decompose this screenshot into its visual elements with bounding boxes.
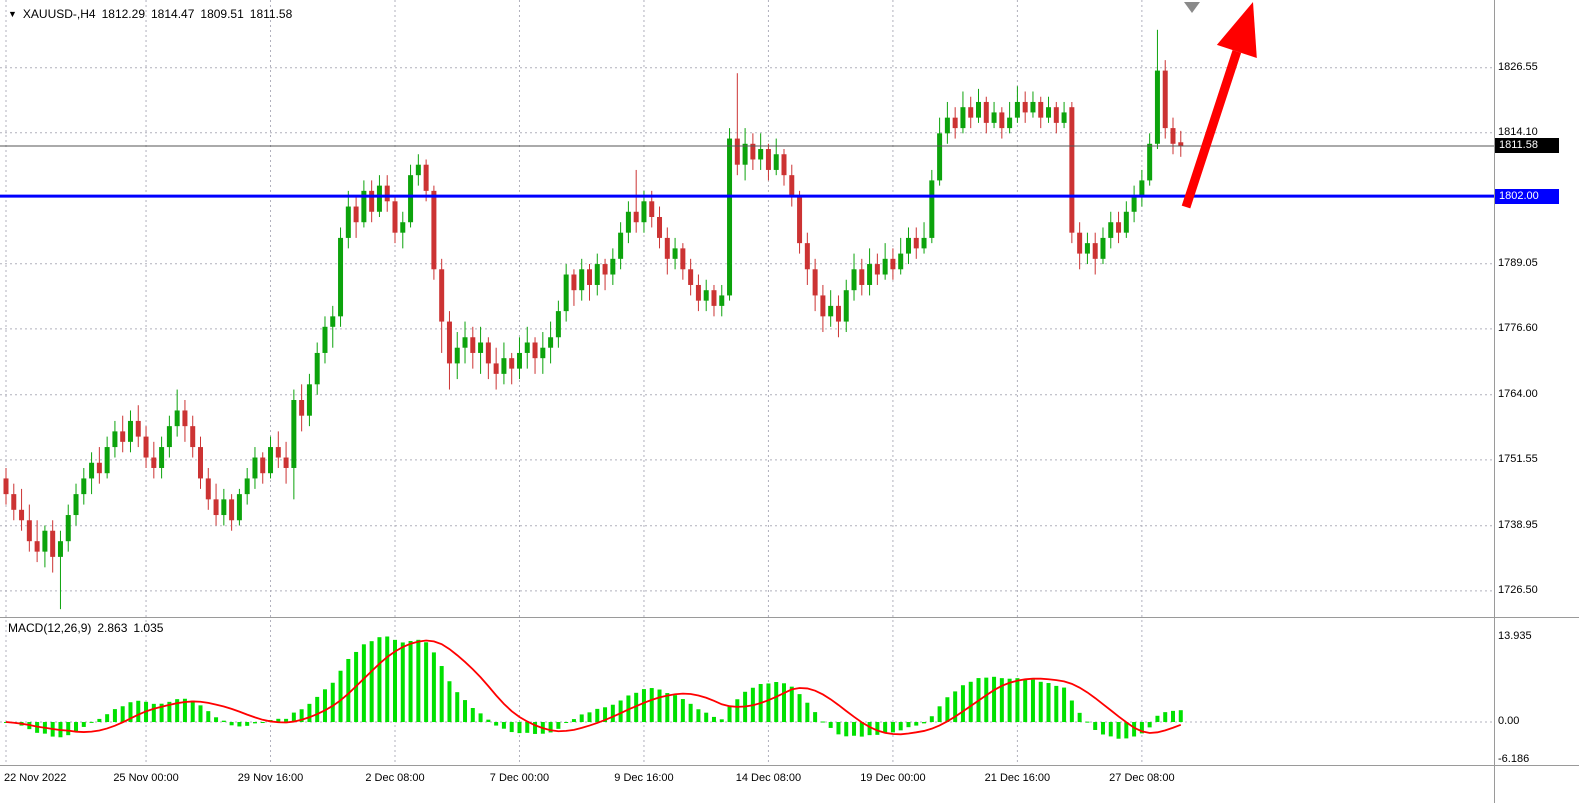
indicator-macd-value: 2.863	[97, 621, 128, 635]
ohlc-open-value: 1812.29	[101, 7, 145, 21]
macd-histogram-layer	[4, 636, 1183, 739]
chart-shift-icon[interactable]	[1184, 2, 1200, 13]
indicator-label: MACD(12,26,9) 2.863 1.035	[8, 621, 163, 635]
chart-header: ▼ XAUUSD-,H4 1812.29 1814.47 1809.51 181…	[8, 7, 292, 21]
indicator-name: MACD(12,26,9)	[8, 621, 92, 635]
candlestick-layer	[3, 29, 1184, 610]
indicator-signal-value: 1.035	[133, 621, 164, 635]
ohlc-close-value: 1811.58	[249, 7, 293, 21]
macd-signal-line	[5, 639, 1182, 736]
grid-layer	[0, 0, 1494, 765]
trend-arrow[interactable]	[1181, 2, 1257, 209]
ohlc-high-value: 1814.47	[151, 7, 195, 21]
ohlc-low-value: 1809.51	[200, 7, 244, 21]
symbol-dropdown-icon[interactable]: ▼	[8, 9, 17, 19]
symbol-timeframe-label: XAUUSD-,H4	[22, 7, 96, 21]
